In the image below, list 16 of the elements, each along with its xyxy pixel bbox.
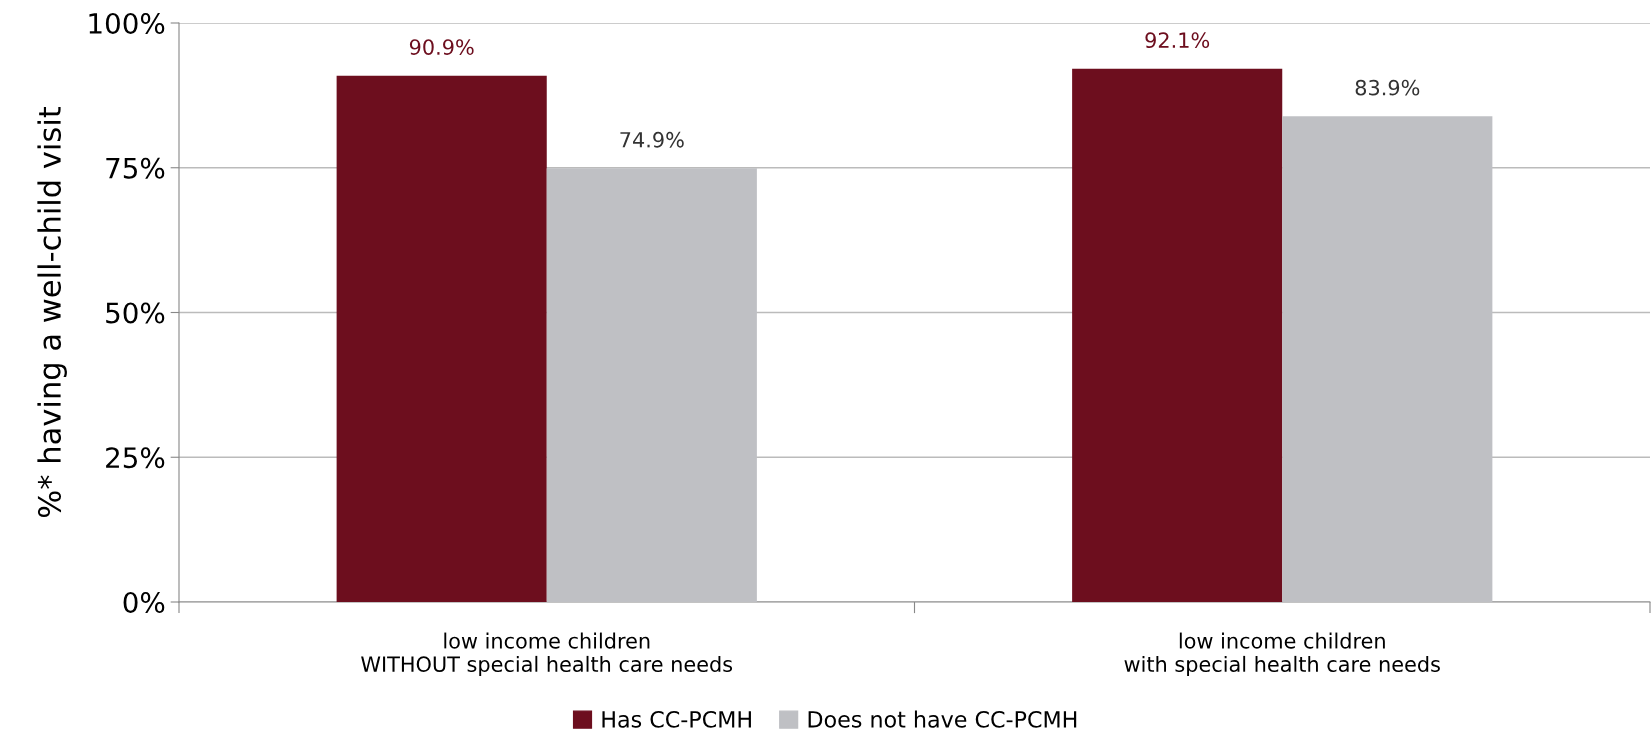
y-tick-label: 50%	[106, 302, 165, 324]
data-label: 92.1%	[1145, 32, 1210, 49]
y-axis-title: %* having a well-child visit	[37, 106, 67, 518]
data-label: 90.9%	[409, 39, 474, 55]
data-label: 83.9%	[1355, 79, 1420, 96]
legend-label: Has CC-PCMH	[602, 710, 751, 728]
x-tick-label: low income children with special health care needs	[1124, 632, 1440, 677]
y-tick-label: 100%	[89, 12, 165, 34]
bar	[1072, 68, 1283, 602]
y-tick-label: 0%	[123, 591, 165, 613]
legend-label: Does not have CC-PCMH	[808, 710, 1077, 728]
y-tick-label: 25%	[106, 447, 165, 469]
data-label: 74.9%	[620, 131, 684, 148]
bar	[336, 75, 547, 602]
x-tick-label: low income children WITHOUT special health care needs	[361, 632, 733, 677]
y-tick-label: 75%	[106, 157, 165, 179]
